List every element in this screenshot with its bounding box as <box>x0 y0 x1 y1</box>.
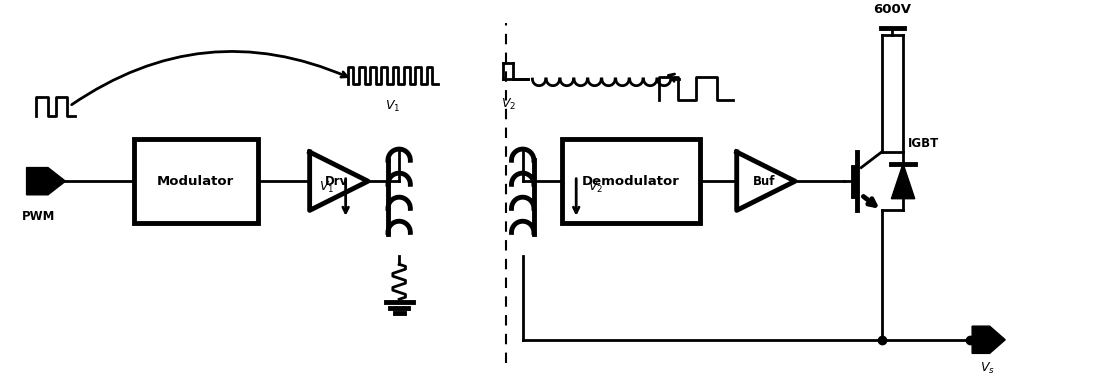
Bar <box>134 139 258 223</box>
Text: $V_1$: $V_1$ <box>319 180 334 195</box>
Text: $V_2$: $V_2$ <box>502 97 517 112</box>
Text: PWM: PWM <box>22 210 55 223</box>
Text: $V_2$: $V_2$ <box>588 180 603 195</box>
Text: Buf: Buf <box>752 175 775 188</box>
Text: $V_1$: $V_1$ <box>385 99 401 113</box>
Polygon shape <box>972 326 1005 353</box>
Text: IGBT: IGBT <box>908 137 940 150</box>
Text: Drv: Drv <box>325 175 348 188</box>
Text: Modulator: Modulator <box>158 175 234 188</box>
Text: $V_s$: $V_s$ <box>980 361 995 376</box>
Text: Demodulator: Demodulator <box>581 175 680 188</box>
Polygon shape <box>891 163 914 199</box>
Text: 600V: 600V <box>874 3 911 16</box>
Bar <box>562 139 700 223</box>
Polygon shape <box>26 168 66 195</box>
